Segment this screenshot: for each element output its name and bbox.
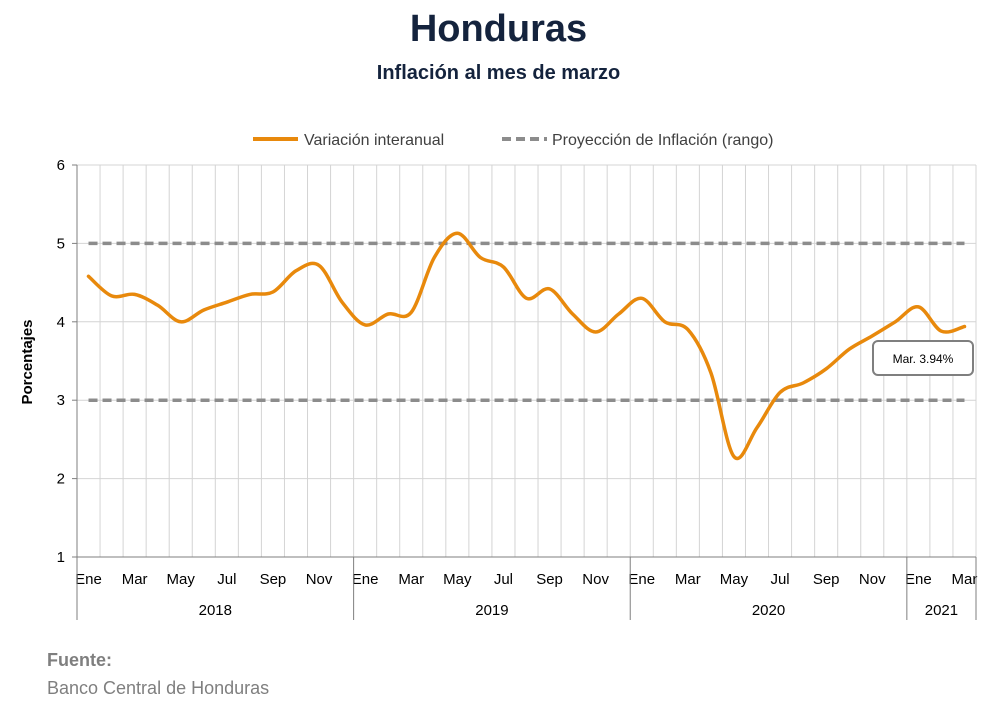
data-point — [663, 320, 666, 323]
y-tick-label: 6 — [57, 157, 65, 174]
data-point — [87, 275, 90, 278]
data-point — [433, 256, 436, 259]
data-point — [294, 269, 297, 272]
x-tick-label: Jul — [770, 571, 789, 588]
x-tick-label: Sep — [536, 571, 563, 588]
x-tick-label: Ene — [628, 571, 655, 588]
data-point — [318, 264, 321, 267]
chart-title: Honduras — [409, 8, 588, 50]
data-point — [825, 367, 828, 370]
year-label: 2021 — [925, 602, 958, 619]
data-point — [640, 297, 643, 300]
data-point — [225, 301, 228, 304]
data-point — [940, 330, 943, 333]
data-point — [848, 348, 851, 351]
x-tick-label: Mar — [122, 571, 148, 588]
data-point — [779, 391, 782, 394]
data-point — [202, 309, 205, 312]
data-point — [110, 294, 113, 297]
data-point — [248, 293, 251, 296]
x-tick-label: May — [443, 571, 472, 588]
x-tick-label: Nov — [859, 571, 886, 588]
year-label: 2020 — [752, 602, 785, 619]
series-line-variacion — [86, 231, 967, 461]
year-label: 2019 — [475, 602, 508, 619]
y-tick-label: 5 — [57, 235, 65, 252]
y-tick-label: 2 — [57, 471, 65, 488]
x-tick-label: Mar — [398, 571, 424, 588]
y-axis-label: Porcentajes — [19, 319, 36, 404]
data-point — [387, 312, 390, 315]
source-text: Banco Central de Honduras — [47, 678, 270, 698]
x-tick-label: Ene — [75, 571, 102, 588]
data-point — [871, 334, 874, 337]
data-point — [479, 256, 482, 259]
year-label: 2018 — [199, 602, 232, 619]
data-point — [271, 291, 274, 294]
data-point — [756, 426, 759, 429]
annotation-label: Mar. 3.94% — [893, 352, 954, 366]
data-point — [502, 265, 505, 268]
data-point — [548, 287, 551, 290]
data-point — [802, 381, 805, 384]
data-point — [686, 328, 689, 331]
x-tick-label: Sep — [260, 571, 287, 588]
source-label: Fuente: — [47, 650, 112, 670]
annotation-box — [872, 340, 974, 376]
data-point — [894, 320, 897, 323]
x-tick-label: Mar — [952, 571, 978, 588]
data-point — [709, 371, 712, 374]
x-tick-label: May — [167, 571, 196, 588]
data-point — [179, 320, 182, 323]
x-tick-label: Sep — [813, 571, 840, 588]
x-tick-label: Jul — [494, 571, 513, 588]
data-point — [571, 312, 574, 315]
data-point — [410, 311, 413, 314]
chart-subtitle: Inflación al mes de marzo — [376, 62, 621, 84]
y-tick-label: 4 — [57, 314, 65, 331]
data-point — [917, 305, 920, 308]
data-point — [364, 323, 367, 326]
x-tick-label: Nov — [582, 571, 609, 588]
data-point — [594, 330, 597, 333]
legend: Variación interanual Proyección de Infla… — [253, 132, 773, 149]
legend-label-variacion: Variación interanual — [304, 132, 444, 149]
data-point — [341, 301, 344, 304]
data-point — [617, 312, 620, 315]
y-tick-label: 1 — [57, 549, 65, 566]
y-tick-label: 3 — [57, 392, 65, 409]
data-point — [732, 455, 735, 458]
data-point — [963, 325, 966, 328]
x-tick-label: Ene — [905, 571, 932, 588]
x-tick-label: Ene — [352, 571, 379, 588]
legend-label-proyeccion: Proyección de Inflación (rango) — [552, 132, 773, 149]
x-tick-label: Jul — [217, 571, 236, 588]
x-tick-label: Nov — [306, 571, 333, 588]
data-point — [133, 293, 136, 296]
x-tick-label: Mar — [675, 571, 701, 588]
x-tick-label: May — [720, 571, 749, 588]
data-point — [456, 232, 459, 235]
data-point — [156, 304, 159, 307]
data-point — [525, 297, 528, 300]
